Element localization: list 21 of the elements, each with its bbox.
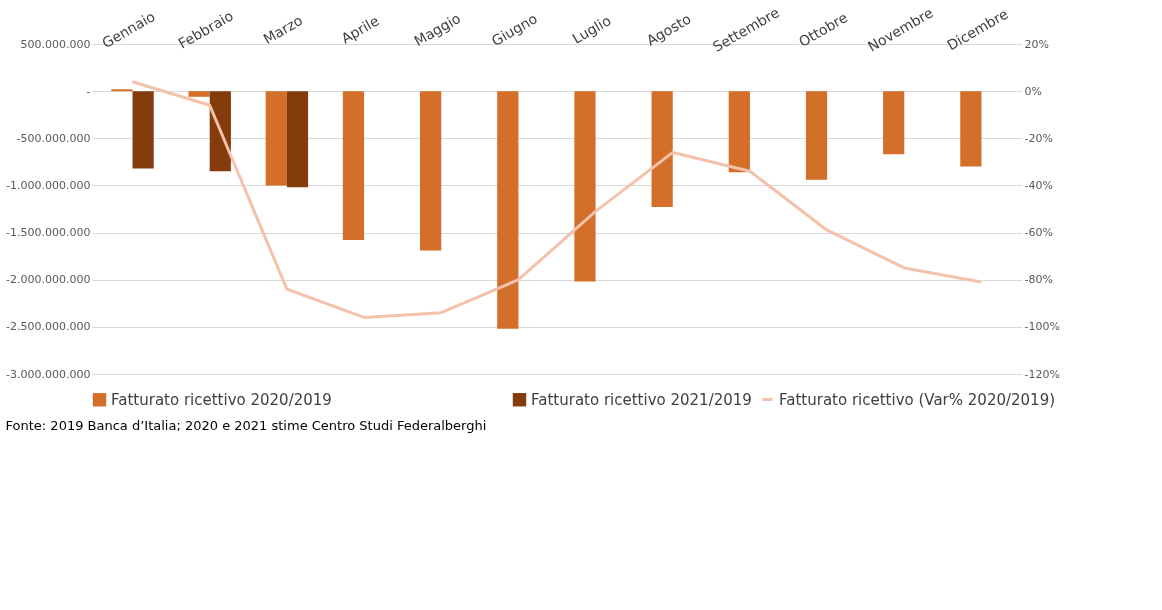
y2-tick-label: 20%	[1024, 37, 1049, 51]
y-tick-label: -	[86, 84, 91, 98]
y2-tick-label: -100%	[1024, 320, 1060, 334]
line-series	[131, 80, 983, 319]
y2-tick-label: -60%	[1024, 226, 1053, 240]
y-tick-label: -2.000.000.000	[6, 273, 91, 287]
y-tick-label: 500.000.000	[20, 37, 91, 51]
y2-tick-label: 0%	[1024, 84, 1042, 98]
y2-tick-label: -80%	[1024, 273, 1053, 287]
legend-label: Fatturato ricettivo (Var% 2020/2019)	[779, 390, 1056, 409]
y-tick-label: -500.000.000	[16, 131, 91, 145]
y-tick-label: -1.000.000.000	[6, 178, 91, 192]
y2-tick-label: -40%	[1024, 178, 1053, 192]
y2-tick-label: -120%	[1024, 367, 1060, 381]
source-note: Fonte: 2019 Banca d’Italia; 2020 e 2021 stime Centro Studi Federalberghi	[5, 418, 487, 433]
legend-label: Fatturato ricettivo 2021/2019	[531, 390, 752, 409]
y-tick-label: -1.500.000.000	[6, 226, 91, 240]
y2-tick-label: -20%	[1024, 131, 1053, 145]
legend-label: Fatturato ricettivo 2020/2019	[111, 390, 332, 409]
y-tick-label: -3.000.000.000	[6, 367, 91, 381]
y-tick-label: -2.500.000.000	[6, 320, 91, 334]
